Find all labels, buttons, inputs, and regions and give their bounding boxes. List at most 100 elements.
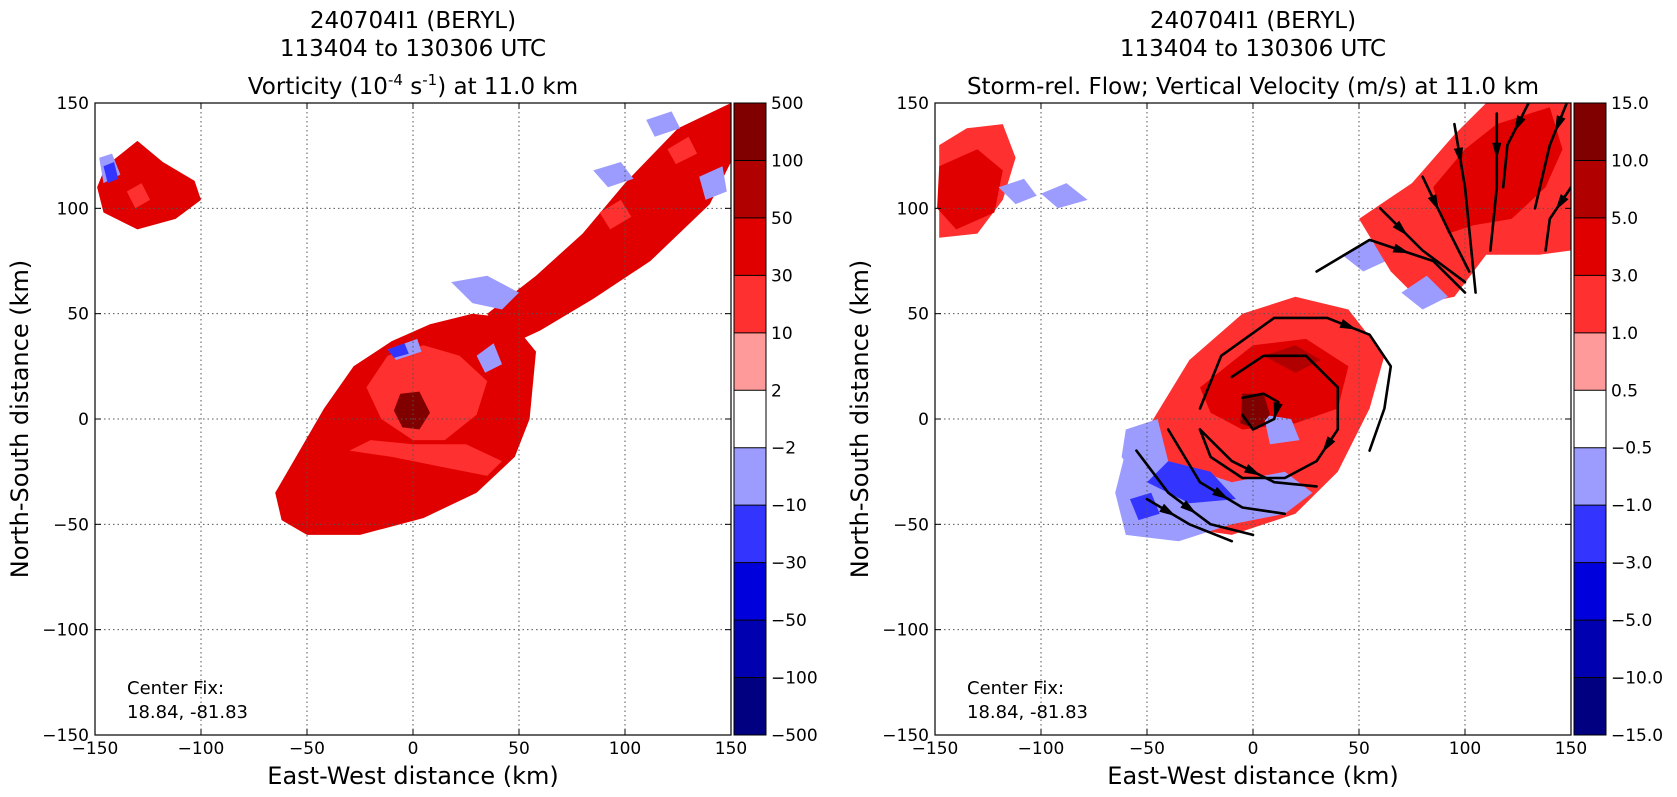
y-tick-label: 100 [897, 199, 929, 219]
colorbar-tick-label: −5.0 [1611, 611, 1652, 631]
colorbar-tick-label: 5.0 [1611, 209, 1638, 229]
colorbar-bin [734, 160, 766, 219]
colorbar-bin [734, 103, 766, 161]
contour-region [593, 162, 634, 188]
contour-region [998, 178, 1037, 205]
colorbar-tick-label: −10 [771, 496, 807, 516]
x-tick-label: −50 [289, 739, 325, 759]
x-tick-label: 0 [408, 739, 419, 759]
colorbar-bin [734, 332, 766, 391]
contour-region [366, 345, 488, 441]
y-tick-label: −50 [53, 515, 89, 535]
contour-fill-group [97, 103, 731, 535]
title-part-sup1: -4 [388, 71, 403, 89]
chart-title-line2: 113404 to 130306 UTC [280, 36, 546, 62]
y-tick-label: 0 [918, 410, 929, 430]
x-tick-label: −150 [912, 739, 959, 759]
contour-fill-group [937, 103, 1571, 542]
contour-region [97, 140, 201, 230]
colorbar-tick-label: −15.0 [1611, 726, 1663, 746]
title-part-pre: Vorticity (10 [248, 74, 388, 100]
colorbar-tick-label: 50 [771, 209, 793, 229]
contour-region [1121, 419, 1169, 478]
chart-title-line3: Vorticity (10-4 s-1) at 11.0 km [248, 71, 578, 100]
center-fix-value: 18.84, -81.83 [127, 702, 248, 723]
chart-panel-2: −150 −100 −50 0 50 100 150 −150 −100 −50 0 50 100 150… [846, 8, 1663, 790]
colorbar-bin [734, 562, 766, 621]
streamline-arrowhead [1212, 486, 1229, 500]
colorbar-bin [734, 217, 766, 276]
colorbar-bin [1574, 275, 1606, 334]
colorbar-bin [1574, 217, 1606, 276]
colorbar-tick-label: −500 [771, 726, 818, 746]
y-tick-label: 50 [67, 305, 89, 325]
colorbar-bin [1574, 505, 1606, 564]
center-fix-value: 18.84, -81.83 [967, 702, 1088, 723]
chart-panel-1: −150 −100 −50 0 50 100 150−150−100−50050100150… [6, 8, 818, 790]
streamline [1145, 497, 1234, 543]
contour-region [451, 275, 519, 310]
colorbar-bin [734, 677, 766, 736]
colorbar-tick-label: −1.0 [1611, 496, 1652, 516]
streamline [1501, 103, 1530, 189]
streamline-arrowhead [1427, 194, 1440, 212]
colorbar-bin [734, 505, 766, 564]
streamline [1378, 207, 1467, 284]
colorbar-tick-label: −10.0 [1611, 669, 1663, 689]
y-tick-label: −100 [42, 621, 89, 641]
chart-title-line2: 113404 to 130306 UTC [1120, 36, 1386, 62]
y-axis-label: North-South distance (km) [846, 260, 874, 579]
contour-region [126, 183, 151, 209]
y-tick-label: 50 [907, 305, 929, 325]
contour-region [937, 149, 1003, 230]
streamline-arrowhead [1180, 500, 1197, 514]
streamline-arrowhead [1159, 503, 1176, 517]
contour-region [1342, 239, 1391, 272]
streamline-arrowhead [1554, 115, 1566, 133]
streamline-arrowhead [1244, 464, 1262, 476]
colorbar-tick-label: 100 [771, 151, 803, 171]
y-tick-label: −150 [882, 726, 929, 746]
colorbar-tick-label: −2 [771, 439, 796, 459]
colorbar-tick-label: 10 [771, 324, 793, 344]
contour-region [1263, 414, 1300, 445]
colorbar-bin [734, 275, 766, 334]
colorbar-bin [1574, 160, 1606, 219]
contour-region [599, 199, 632, 230]
contour-region [1401, 275, 1448, 310]
streamline-arrowhead [1514, 115, 1526, 133]
title-part-sup2: -1 [422, 71, 437, 89]
y-tick-label: 150 [897, 94, 929, 114]
streamline [1489, 112, 1499, 252]
x-tick-label: 50 [1348, 739, 1370, 759]
y-tick-label: −100 [882, 621, 929, 641]
colorbar-bin [734, 620, 766, 679]
colorbar-bin [734, 447, 766, 506]
streamline-arrowhead [1555, 194, 1569, 211]
x-tick-label: −50 [1129, 739, 1165, 759]
colorbar-tick-label: −3.0 [1611, 554, 1652, 574]
streamline-arrowhead [1339, 319, 1357, 330]
streamline-arrowhead [1273, 402, 1283, 420]
colorbar-tick-label: −100 [771, 669, 818, 689]
streamline-arrowhead [1392, 243, 1410, 254]
colorbar-bin [1574, 332, 1606, 391]
contour-region [667, 136, 698, 165]
colorbar-bin [1574, 562, 1606, 621]
colorbar-tick-label: 15.0 [1611, 94, 1649, 114]
contour-region [1130, 492, 1160, 521]
x-tick-label: 100 [1449, 739, 1481, 759]
center-fix-label: Center Fix: [127, 678, 224, 699]
contour-region [387, 343, 409, 358]
contour-region [103, 162, 119, 184]
center-fix-label: Center Fix: [967, 678, 1064, 699]
y-tick-label: 100 [57, 199, 89, 219]
streamline [1453, 122, 1477, 294]
x-axis-label: East-West distance (km) [267, 762, 558, 790]
y-tick-label: −50 [893, 515, 929, 535]
y-tick-label: 150 [57, 94, 89, 114]
contour-region [349, 440, 502, 476]
colorbar-tick-label: 2 [771, 381, 782, 401]
title-part-mid: s [403, 74, 422, 100]
